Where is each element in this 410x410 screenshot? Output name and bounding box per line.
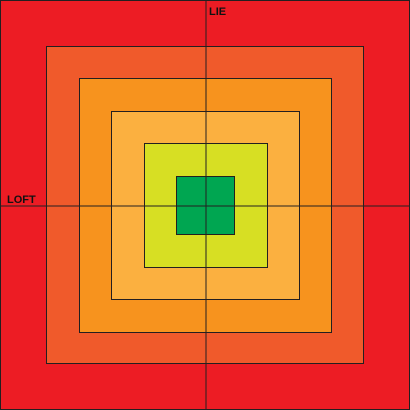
loft-axis-label: LOFT (7, 194, 36, 206)
lie-axis-label: LIE (209, 6, 226, 18)
